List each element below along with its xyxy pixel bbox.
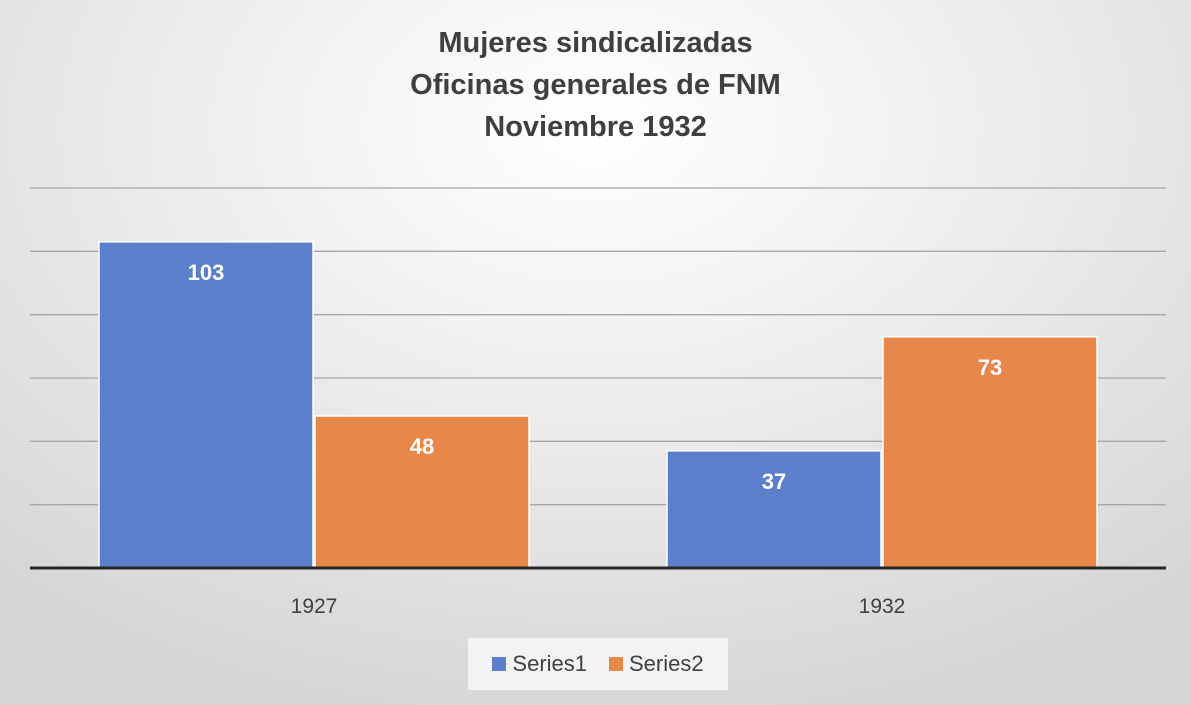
legend-item-series1: Series1: [492, 651, 587, 677]
bar-series1-1932: [666, 450, 882, 569]
x-tick-label: 1932: [859, 595, 906, 618]
bar-series1-1927: [98, 241, 314, 569]
bar-series2-1927: [314, 415, 530, 569]
chart-title-line-3: Noviembre 1932: [484, 111, 707, 143]
data-label: 48: [410, 434, 434, 459]
data-label: 103: [188, 260, 225, 285]
legend-swatch-series1: [492, 657, 507, 671]
chart-title-line-1: Mujeres sindicalizadas: [438, 27, 753, 59]
legend: Series1 Series2: [468, 638, 728, 690]
legend-swatch-series2: [609, 657, 623, 671]
data-label: 73: [978, 355, 1002, 380]
legend-label-series1: Series1: [512, 651, 587, 676]
legend-item-series2: Series2: [609, 651, 704, 677]
bar-series2-1932: [882, 336, 1098, 569]
x-tick-label: 1927: [291, 595, 338, 618]
legend-label-series2: Series2: [629, 651, 704, 676]
chart-title-line-2: Oficinas generales de FNM: [410, 69, 781, 101]
data-label: 37: [762, 469, 786, 494]
chart-title: Mujeres sindicalizadas Oficinas generale…: [0, 22, 1191, 148]
